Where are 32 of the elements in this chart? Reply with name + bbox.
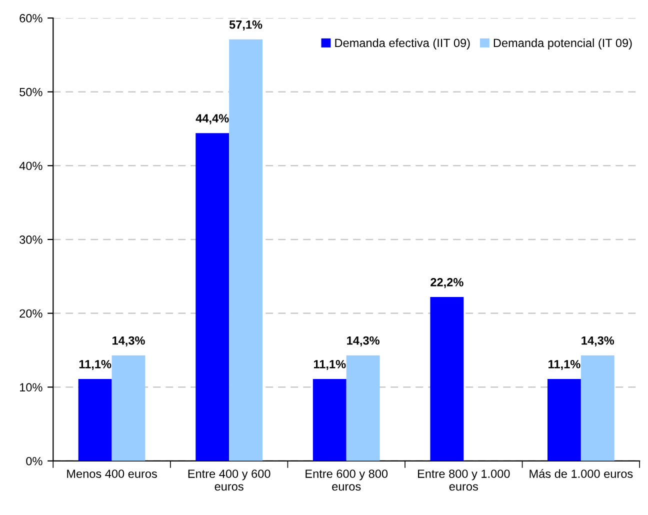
y-tick-label: 30%: [20, 236, 42, 244]
y-tick-label: 40%: [19, 162, 42, 170]
bar: [580, 355, 614, 461]
data-label: 11,1%: [79, 360, 112, 370]
bar: [112, 355, 146, 461]
bar: [196, 133, 230, 461]
x-tick-label: Entre 400 y 600 euros: [188, 470, 270, 491]
data-label: 14,3%: [582, 336, 614, 346]
bar: [312, 378, 346, 461]
data-label: 14,3%: [347, 336, 380, 346]
bar: [229, 39, 262, 461]
data-label: 22,2%: [430, 278, 464, 288]
bar: [430, 297, 464, 461]
x-tick-label: Entre 600 y 800 euros: [306, 470, 388, 491]
y-tick-label: 0%: [26, 456, 42, 466]
data-label: 11,1%: [314, 360, 346, 370]
bar: [346, 355, 380, 461]
data-label: 44,4%: [196, 114, 229, 124]
y-tick-label: 60%: [20, 14, 42, 22]
y-tick-label: 20%: [20, 309, 42, 318]
data-label: 57,1%: [229, 20, 262, 30]
x-tick-label: Menos 400 euros: [67, 470, 157, 478]
bar: [548, 378, 581, 461]
y-tick-label: 50%: [20, 88, 42, 96]
x-tick-label: Entre 800 y 1.000 euros: [418, 470, 510, 491]
y-tick-label: 10%: [20, 383, 42, 392]
legend-label: Demanda efectiva (IIT 09): [335, 38, 470, 50]
bar: [78, 378, 112, 461]
x-tick-label: Más de 1.000 euros: [530, 469, 633, 478]
data-label: 14,3%: [112, 336, 145, 346]
data-label: 11,1%: [548, 360, 580, 370]
legend-label: Demanda potencial (IT 09): [494, 38, 632, 50]
